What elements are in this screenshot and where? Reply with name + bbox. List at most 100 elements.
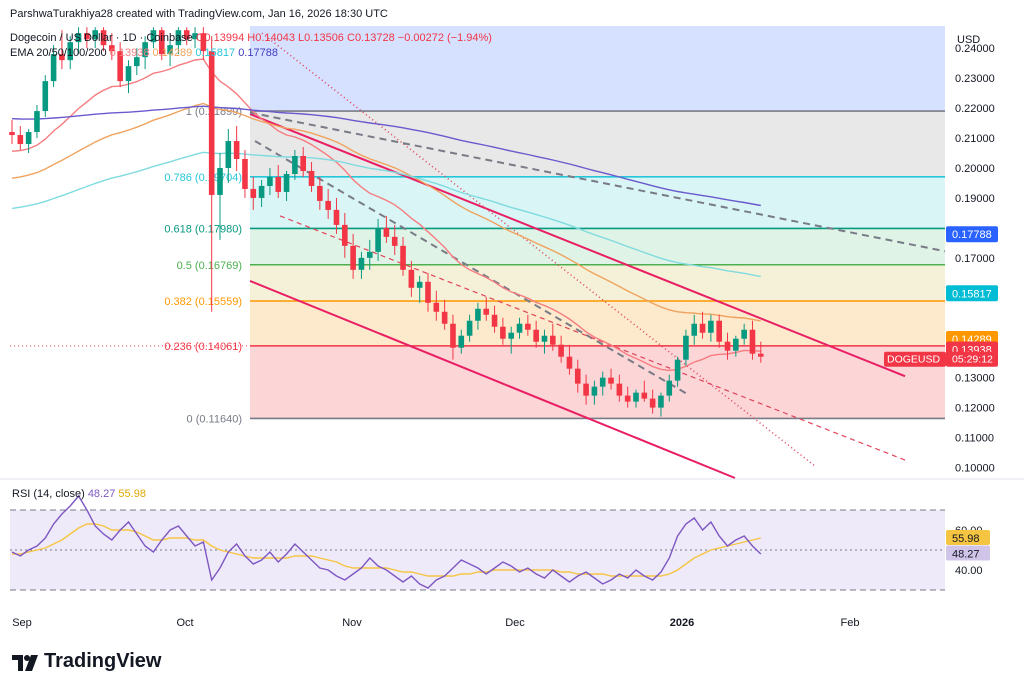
rsi-legend-value: 48.27 bbox=[88, 488, 119, 500]
candle bbox=[325, 188, 331, 219]
candle bbox=[9, 120, 15, 145]
candle-body bbox=[408, 269, 415, 288]
candle-body bbox=[25, 132, 32, 145]
candle-body bbox=[691, 323, 698, 336]
candle bbox=[142, 36, 148, 70]
ema-legend[interactable]: EMA 20/50/100/200 0.13938 0.14289 0.1581… bbox=[10, 47, 278, 59]
candle-body bbox=[591, 386, 598, 396]
candle bbox=[408, 260, 415, 297]
ema20-value: 0.13938 bbox=[109, 47, 150, 59]
candle bbox=[558, 335, 564, 363]
fib-zone bbox=[250, 26, 945, 112]
candle-body bbox=[150, 30, 157, 43]
candle-body bbox=[50, 54, 57, 82]
candle-body bbox=[649, 398, 656, 408]
candle-body bbox=[109, 45, 115, 52]
candle bbox=[25, 129, 32, 154]
candle bbox=[233, 126, 240, 171]
candle bbox=[658, 392, 664, 417]
candle bbox=[699, 311, 706, 339]
candle bbox=[117, 42, 123, 88]
candle bbox=[733, 335, 739, 357]
candle-body bbox=[258, 185, 265, 198]
candle bbox=[158, 27, 165, 61]
tradingview-logo-icon bbox=[12, 654, 38, 671]
candle-body bbox=[75, 33, 82, 43]
candle-body bbox=[217, 167, 223, 195]
ohlc-open: O0.13994 bbox=[195, 32, 245, 44]
price-badge-bg bbox=[946, 226, 998, 243]
candle bbox=[317, 176, 323, 210]
candle-body bbox=[699, 323, 706, 333]
candle bbox=[674, 356, 681, 387]
candle bbox=[217, 153, 223, 240]
candle bbox=[724, 332, 731, 360]
tradingview-logo-text: TradingView bbox=[44, 650, 162, 672]
candle bbox=[550, 323, 556, 351]
candle bbox=[749, 320, 756, 360]
candle-body bbox=[425, 281, 431, 303]
candle bbox=[267, 167, 273, 195]
candle-body bbox=[749, 329, 756, 354]
candle-body bbox=[416, 281, 423, 288]
candle bbox=[292, 150, 298, 180]
symbol-name[interactable]: Dogecoin / US Dollar · 1D · Coinbase bbox=[10, 32, 193, 44]
ema100-line bbox=[11, 151, 761, 278]
candle bbox=[100, 27, 107, 52]
price-tick-label: 0.11000 bbox=[955, 433, 994, 445]
candle-body bbox=[708, 320, 714, 333]
ema20-line bbox=[11, 58, 761, 372]
candle-body bbox=[674, 359, 681, 381]
tradingview-logo[interactable]: TradingView bbox=[12, 650, 161, 673]
time-tick-label: Dec bbox=[505, 617, 525, 629]
candle bbox=[608, 368, 614, 390]
candle-body bbox=[391, 236, 398, 246]
candle-body bbox=[17, 135, 24, 145]
candle-body bbox=[350, 245, 356, 270]
candle-body bbox=[200, 33, 207, 52]
candle bbox=[50, 45, 57, 88]
candle-body bbox=[375, 227, 381, 252]
candle bbox=[17, 126, 24, 151]
rsi-legend: RSI (14, close) 48.27 55.98 bbox=[12, 488, 146, 500]
candle-body bbox=[716, 320, 722, 342]
candle bbox=[333, 197, 340, 234]
candle bbox=[258, 179, 265, 207]
fib-zone bbox=[250, 264, 945, 302]
candle bbox=[741, 323, 747, 345]
dashed-trendline-lower bbox=[279, 215, 906, 461]
currency-label[interactable]: USD bbox=[957, 34, 981, 46]
candle-body bbox=[192, 33, 198, 40]
price-tick-label: 0.21000 bbox=[955, 133, 995, 145]
candle-body bbox=[550, 335, 556, 345]
candle-body bbox=[558, 344, 564, 357]
ohlc-change: −0.00272 (−1.94%) bbox=[397, 32, 492, 44]
candle bbox=[416, 275, 423, 303]
rsi-legend-ma: 55.98 bbox=[118, 488, 146, 500]
candle-body bbox=[641, 392, 648, 399]
candle-body bbox=[84, 33, 90, 40]
candle-body bbox=[117, 51, 123, 82]
ema200-line bbox=[11, 105, 761, 207]
dashed-trendline-upper bbox=[249, 111, 946, 253]
candle bbox=[716, 314, 722, 348]
candle bbox=[84, 27, 90, 49]
candle bbox=[200, 27, 207, 61]
candle bbox=[175, 27, 182, 55]
rsi-legend-label: RSI (14, close) bbox=[12, 488, 88, 500]
candle-body bbox=[300, 155, 306, 171]
price-tick-label: 0.17000 bbox=[955, 253, 995, 265]
symbol-title: Dogecoin / US Dollar · 1D · Coinbase O0.… bbox=[10, 32, 492, 44]
time-tick-label: Feb bbox=[841, 617, 860, 629]
candle-body bbox=[333, 209, 340, 225]
candle bbox=[283, 170, 290, 201]
candle-body bbox=[208, 51, 215, 195]
candle bbox=[225, 129, 232, 183]
candle-body bbox=[317, 185, 323, 201]
candle-body bbox=[250, 188, 257, 198]
candle-body bbox=[100, 30, 107, 46]
dashed-trendline-mid bbox=[254, 140, 691, 397]
credit-line: ParshwaTurakhiya28 created with TradingV… bbox=[10, 8, 388, 20]
time-tick-label: Nov bbox=[342, 617, 362, 629]
